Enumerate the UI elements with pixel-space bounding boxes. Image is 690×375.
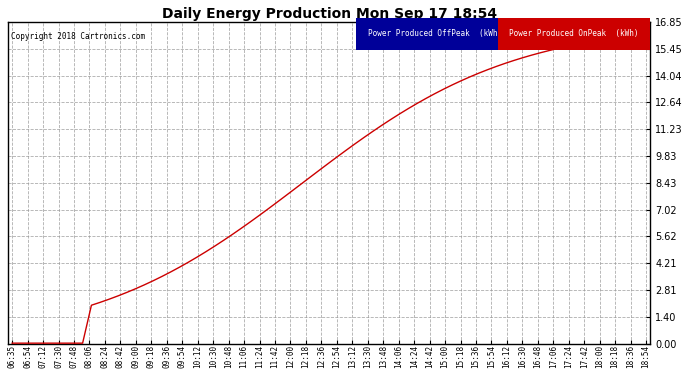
Title: Daily Energy Production Mon Sep 17 18:54: Daily Energy Production Mon Sep 17 18:54 (161, 7, 497, 21)
Text: Power Produced OffPeak  (kWh): Power Produced OffPeak (kWh) (368, 29, 502, 38)
Text: Power Produced OnPeak  (kWh): Power Produced OnPeak (kWh) (509, 29, 638, 38)
Text: Copyright 2018 Cartronics.com: Copyright 2018 Cartronics.com (11, 32, 145, 41)
